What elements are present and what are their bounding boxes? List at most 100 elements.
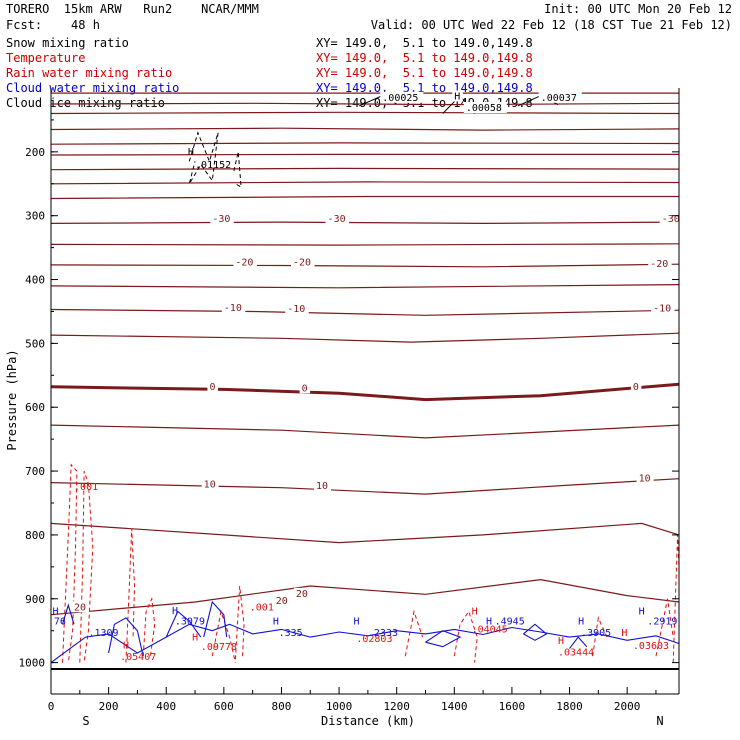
header-valid-time: Valid: 00 UTC Wed 22 Feb 12 (18 CST Tue … (370, 18, 732, 32)
temperature-contour-14 (50, 332, 680, 343)
cloud-water-label-5: H (273, 616, 279, 627)
temperature-label-bg-1 (325, 213, 350, 225)
temperature-contour-12 (50, 284, 680, 289)
temperature-contour-19 (50, 578, 680, 616)
rain-contour-6 (404, 609, 424, 657)
header-forecast-hour: Fcst: 48 h (6, 18, 100, 32)
cloud-water-label-1: 76 (54, 616, 66, 627)
x-tick-label-3: 600 (214, 700, 234, 713)
snow-label-0: H (188, 147, 194, 158)
rain-contour-8 (592, 616, 608, 657)
temperature-contour-6 (50, 167, 680, 171)
y-tick-label-4: 600 (25, 401, 45, 414)
y-tick-label-1: 300 (25, 210, 45, 223)
rain-label-5: .03444 (558, 648, 594, 659)
cloud-water-contour-1 (61, 603, 75, 625)
cloud-water-contour-2 (108, 617, 144, 657)
cloud-water-label-4: .3079 (175, 616, 205, 627)
snow-contour-0 (188, 131, 219, 185)
temperature-label-bg-10 (299, 382, 311, 394)
temperature-label-bg-14 (636, 472, 654, 484)
x-tick-label-8: 1600 (499, 700, 526, 713)
cloud-ice-label-2: .00058 (466, 103, 502, 114)
rain-contour-9 (655, 598, 674, 657)
north-end-label: N (656, 714, 663, 728)
temperature-label-1: -30 (328, 214, 346, 225)
temperature-contour-3 (50, 127, 680, 131)
rain-high-label-2: H (472, 607, 478, 618)
temperature-label-13: 10 (316, 481, 328, 492)
rain-label-4: .02803 (356, 634, 392, 645)
cloud-water-contour-7 (569, 636, 588, 649)
rain-label-3: .05407 (120, 652, 156, 663)
cloud-ice-label-bg-2 (463, 101, 507, 113)
y-axis-label: Pressure (hPa) (5, 349, 19, 450)
x-tick-label-9: 1800 (556, 700, 583, 713)
y-tick-label-6: 800 (25, 529, 45, 542)
cloud-water-label-11: .3905 (581, 628, 611, 639)
temperature-label-16: 20 (276, 596, 288, 607)
rain-contour-1 (79, 470, 94, 663)
temperature-contour-11 (50, 263, 680, 268)
x-tick-label-2: 400 (156, 700, 176, 713)
legend-xy-temperature: XY= 149.0, 5.1 to 149.0,149.8 (316, 51, 533, 65)
temperature-label-12: 10 (204, 480, 216, 491)
snow-label-1: .01152 (195, 160, 231, 171)
y-tick-label-5: 700 (25, 465, 45, 478)
temperature-contour-7 (50, 181, 680, 185)
temperature-label-bg-16 (273, 594, 291, 606)
rain-contour-5 (234, 585, 245, 660)
legend-label-rain: Rain water mixing ratio (6, 66, 173, 80)
temperature-label-bg-17 (293, 587, 311, 599)
cloud-water-label-13: H (639, 607, 645, 618)
legend-xy-cloud-water: XY= 149.0, 5.1 to 149.0,149.8 (316, 81, 533, 95)
cloud-water-label-8: .2333 (368, 628, 398, 639)
temperature-contour-5 (50, 153, 679, 156)
rain-high-label-3: H (558, 636, 564, 647)
temperature-label-bg-3 (233, 256, 257, 268)
temperature-label-7: -10 (287, 304, 305, 315)
temperature-contour-10 (50, 243, 680, 246)
cloud-water-label-14: .2919 (647, 616, 677, 627)
temperature-contour-4 (50, 142, 680, 145)
x-tick-label-6: 1200 (383, 700, 410, 713)
cloud-ice-label-1: H (454, 91, 460, 102)
temperature-contour-2 (50, 111, 680, 115)
x-tick-label-4: 800 (272, 700, 292, 713)
temperature-label-11: 0 (633, 382, 639, 393)
cloud-water-label-12: H (578, 616, 584, 627)
temperature-label-6: -10 (224, 303, 242, 314)
temperature-label-bg-6 (221, 301, 246, 313)
cloud-water-contour-6 (523, 623, 548, 641)
legend-label-temperature: Temperature (6, 51, 86, 65)
rain-label-1: .001 (250, 602, 274, 613)
y-tick-label-3: 500 (25, 337, 45, 350)
temperature-label-8: -10 (653, 303, 671, 314)
cloud-water-label-10: .4945 (495, 616, 525, 627)
rain-contour-3 (142, 596, 156, 657)
temperature-label-bg-7 (285, 303, 309, 315)
rain-label-7: .04045 (472, 625, 508, 636)
temperature-label-9: 0 (209, 382, 215, 393)
temperature-label-5: -20 (650, 259, 668, 270)
cloud-ice-label-3: .00037 (541, 93, 577, 104)
y-tick-label-8: 1000 (19, 657, 46, 670)
temperature-label-2: -30 (662, 214, 680, 225)
cloud-water-contour-4 (203, 600, 228, 638)
cloud-water-label-0: H (52, 607, 58, 618)
temperature-label-3: -20 (235, 257, 253, 268)
cloud-water-contour-0 (50, 623, 680, 664)
rain-high-label-0: H (123, 641, 129, 652)
legend-label-snow: Snow mixing ratio (6, 36, 129, 50)
x-tick-label-0: 0 (48, 700, 55, 713)
cloud-water-label-3: H (172, 606, 178, 617)
cloud-ice-label-bg-3 (538, 91, 582, 103)
temperature-label-bg-15 (72, 601, 90, 613)
rain-contour-7 (453, 610, 478, 663)
legend-xy-snow: XY= 149.0, 5.1 to 149.0,149.8 (316, 36, 533, 50)
temperature-contour-15 (50, 382, 680, 402)
cloud-ice-label-bg-0 (380, 91, 424, 103)
x-axis-label: Distance (km) (321, 714, 415, 728)
